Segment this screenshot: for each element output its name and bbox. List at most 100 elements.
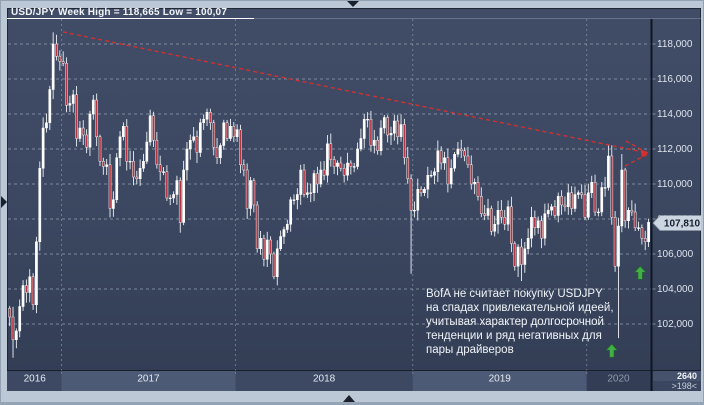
candle-body bbox=[369, 119, 373, 146]
candle-body bbox=[587, 192, 590, 218]
candle-body bbox=[409, 178, 413, 211]
candle-body bbox=[31, 276, 35, 305]
axis-strip-divider bbox=[7, 370, 701, 371]
trendline[interactable] bbox=[62, 31, 649, 154]
candle-body bbox=[466, 155, 470, 165]
candle-body bbox=[382, 117, 386, 129]
up-arrow-signal-icon[interactable] bbox=[605, 343, 618, 358]
candle-body bbox=[175, 180, 179, 195]
candle-body bbox=[630, 210, 634, 213]
candle-body bbox=[526, 238, 530, 249]
candle-body bbox=[158, 164, 162, 172]
candle-body bbox=[326, 143, 329, 176]
candle-body bbox=[597, 211, 600, 214]
candle-body bbox=[306, 192, 309, 195]
candle-body bbox=[500, 210, 503, 218]
candle-body bbox=[85, 134, 88, 148]
price-plot[interactable]: 2016 2017 2018 2019 2020 118,000 116,000 114,00… bbox=[7, 8, 701, 391]
trendline-arrowhead-icon bbox=[640, 149, 648, 158]
candle-body bbox=[112, 199, 115, 209]
candle-body bbox=[633, 211, 637, 228]
candle-body bbox=[265, 239, 269, 260]
last-price-badge-label: 107,810 bbox=[664, 218, 701, 229]
candle-body bbox=[483, 213, 487, 216]
candle-body bbox=[392, 120, 396, 134]
candle-body bbox=[51, 43, 55, 90]
candle-body bbox=[108, 164, 112, 209]
candle-body bbox=[620, 169, 624, 227]
candle-body bbox=[309, 192, 313, 194]
candle-body bbox=[627, 210, 630, 221]
candle-body bbox=[145, 141, 149, 162]
candle-body bbox=[312, 173, 316, 193]
candle-body bbox=[259, 238, 262, 249]
candle-body bbox=[506, 206, 510, 225]
candle-body bbox=[219, 145, 222, 158]
candle-body bbox=[215, 147, 219, 158]
candle-body bbox=[242, 164, 246, 171]
chart-area[interactable]: 2016 2017 2018 2019 2020 118,000 116,000 114,00… bbox=[7, 7, 701, 391]
candle-body bbox=[252, 180, 256, 206]
candle-body bbox=[95, 99, 98, 137]
candle-body bbox=[25, 285, 28, 293]
candle-body bbox=[292, 199, 296, 201]
candle-body bbox=[530, 217, 533, 239]
title-divider-faint bbox=[7, 18, 701, 19]
candle-body bbox=[192, 136, 195, 141]
candle-body bbox=[643, 238, 647, 242]
candle-body bbox=[336, 162, 339, 167]
candle-body bbox=[58, 56, 62, 62]
up-arrow-signal-icon[interactable] bbox=[634, 265, 647, 280]
candle-body bbox=[48, 89, 52, 123]
candle-body bbox=[503, 217, 507, 225]
y-axis-label: 114,000 bbox=[657, 109, 693, 120]
year-band bbox=[586, 371, 651, 391]
candle-body bbox=[496, 210, 500, 225]
candle-body bbox=[590, 182, 594, 193]
candle-body bbox=[122, 126, 125, 137]
candle-body bbox=[115, 157, 119, 200]
chart-title: USD/JPY Week High = 118,665 Low = 100,07 bbox=[11, 7, 228, 18]
candle-body bbox=[366, 119, 369, 121]
annotation-text[interactable]: BofA не считает покупку USDJPY на спадах… bbox=[426, 288, 614, 356]
candle-body bbox=[182, 169, 185, 223]
candle-body bbox=[78, 127, 82, 139]
candle-body bbox=[570, 192, 573, 209]
candle-body bbox=[15, 330, 18, 340]
candle-body bbox=[342, 168, 346, 176]
candle-body bbox=[302, 169, 306, 195]
candle-body bbox=[21, 285, 25, 307]
candle-body bbox=[75, 94, 78, 139]
candle-body bbox=[45, 122, 48, 129]
candle-body bbox=[550, 206, 553, 211]
candle-body bbox=[282, 229, 286, 237]
corner-value-bottom: >198< bbox=[653, 381, 701, 391]
candle-body bbox=[406, 157, 410, 179]
candle-body bbox=[536, 220, 540, 228]
candle-body bbox=[459, 148, 463, 151]
candle-body bbox=[132, 161, 135, 178]
candle-body bbox=[580, 192, 584, 195]
candle-body bbox=[540, 220, 543, 239]
candle-body bbox=[560, 196, 563, 206]
candle-body bbox=[249, 180, 252, 209]
year-band bbox=[412, 371, 587, 391]
candle-body bbox=[55, 43, 58, 57]
candle-body bbox=[446, 157, 450, 185]
candle-body bbox=[68, 103, 72, 106]
candle-body bbox=[379, 127, 383, 151]
candle-body bbox=[583, 194, 587, 218]
y-axis-label: 110,000 bbox=[657, 179, 693, 190]
candle-body bbox=[285, 224, 289, 230]
candle-body bbox=[28, 276, 32, 293]
candle-body bbox=[386, 117, 390, 136]
candle-body bbox=[239, 129, 242, 165]
x-axis-year-label: 2018 bbox=[313, 374, 336, 385]
candle-body bbox=[289, 199, 293, 225]
candle-body bbox=[135, 176, 139, 179]
candle-body bbox=[600, 187, 604, 213]
y-axis-label: 118,000 bbox=[657, 39, 693, 50]
title-divider bbox=[7, 18, 254, 19]
candle-body bbox=[81, 127, 85, 136]
